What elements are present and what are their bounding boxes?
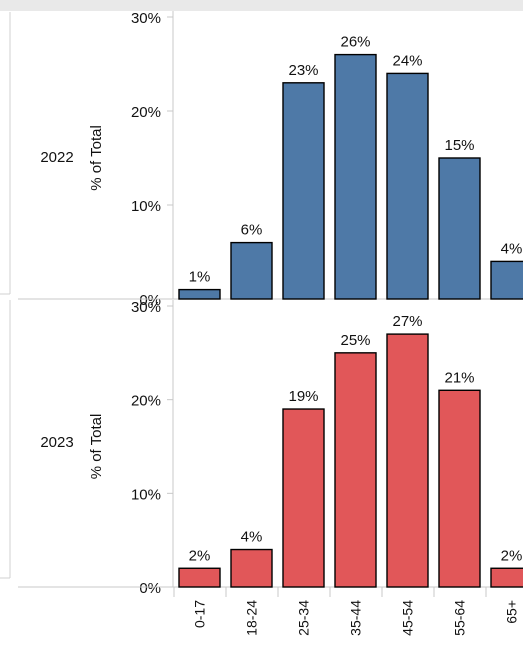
data-label: 19% [288, 388, 318, 405]
data-label: 2% [501, 547, 523, 564]
x-tick-label: 18-24 [244, 600, 260, 636]
top-divider-bar [0, 0, 523, 11]
y-axis-label: % of Total [88, 125, 105, 191]
bar [178, 567, 221, 588]
y-tick-label: 20% [131, 393, 161, 410]
bar [490, 260, 523, 300]
data-label: 6% [241, 222, 263, 239]
row-label: 2023 [40, 434, 73, 451]
bar [334, 53, 377, 300]
data-label: 15% [444, 137, 474, 154]
x-tick-label: 55-64 [452, 600, 468, 636]
bar [334, 352, 377, 588]
data-label: 2% [189, 547, 211, 564]
data-label: 26% [340, 34, 370, 51]
bar [282, 82, 325, 300]
y-axis-label: % of Total [88, 414, 105, 480]
data-label: 4% [241, 529, 263, 546]
data-label: 27% [392, 313, 422, 330]
data-label: 24% [392, 52, 422, 69]
y-tick-label: 20% [131, 104, 161, 121]
bar [230, 241, 273, 300]
bar [490, 567, 523, 588]
y-tick-label: 30% [131, 299, 161, 316]
data-label: 21% [444, 369, 474, 386]
bar [386, 72, 429, 300]
y-tick-label: 0% [139, 580, 161, 597]
y-tick-label: 30% [131, 10, 161, 27]
bar [386, 333, 429, 588]
x-tick-label: 0-17 [192, 600, 208, 628]
bar [438, 157, 481, 300]
y-tick-label: 0% [139, 292, 161, 309]
y-tick-label: 10% [131, 486, 161, 503]
x-tick-label: 35-44 [348, 600, 364, 636]
y-tick-label: 10% [131, 198, 161, 215]
x-tick-label: 45-54 [400, 600, 416, 636]
data-label: 23% [288, 62, 318, 79]
bar [282, 408, 325, 588]
data-label: 25% [340, 332, 370, 349]
row-label: 2022 [40, 149, 73, 166]
bar [178, 288, 221, 300]
bar [230, 548, 273, 588]
x-tick-label: 65+ [504, 600, 520, 624]
x-tick-label: 25-34 [296, 600, 312, 636]
data-label: 4% [501, 240, 523, 257]
bar [438, 389, 481, 588]
data-label: 1% [189, 269, 211, 286]
